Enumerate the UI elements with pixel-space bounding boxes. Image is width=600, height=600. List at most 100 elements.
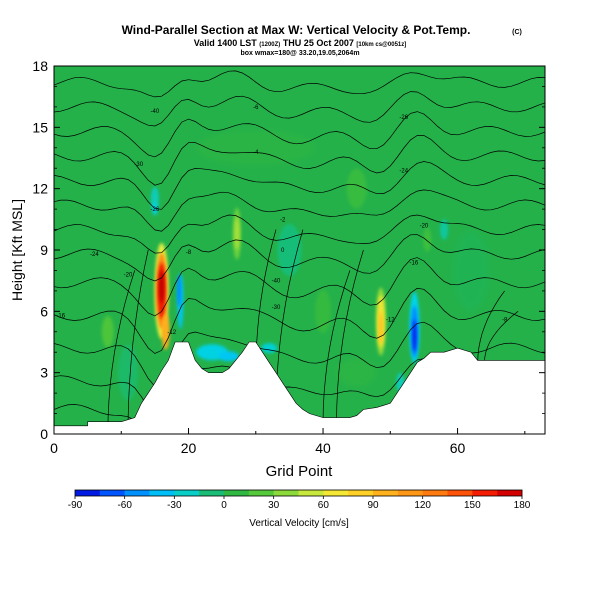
y-tick-label: 9 — [40, 242, 48, 258]
contour-label: -4 — [253, 150, 259, 156]
velocity-cell — [261, 343, 278, 354]
x-tick-label: 0 — [50, 440, 58, 456]
velocity-cell — [412, 319, 417, 352]
colorbar-tick-label: 60 — [318, 500, 330, 511]
contour-label: -6 — [253, 105, 259, 111]
colorbar-swatch — [273, 490, 299, 496]
velocity-cell — [378, 311, 383, 344]
plot-area: -40-30-26-24-20-16-12-8-6-4-20-40-30-26-… — [54, 66, 545, 434]
colorbar-swatch — [224, 490, 250, 496]
theta-contour — [54, 111, 545, 158]
colorbar-swatch — [99, 490, 125, 496]
theta-contour — [54, 135, 545, 186]
velocity-cell — [346, 168, 367, 209]
colorbar-tick-label: -90 — [68, 500, 83, 511]
colorbar-swatch — [298, 490, 324, 496]
theta-contour — [484, 311, 519, 363]
velocity-cell — [277, 224, 302, 276]
contour-label: -24 — [90, 252, 99, 258]
theta-contour — [54, 214, 545, 254]
colorbar-swatch — [149, 490, 175, 496]
y-tick-label: 18 — [32, 58, 48, 74]
colorbar-frame — [74, 489, 523, 497]
contour-label: -20 — [124, 273, 133, 279]
colorbar-swatch — [124, 490, 150, 496]
contour-label: -16 — [56, 313, 65, 319]
contour-label: -30 — [134, 162, 143, 168]
velocity-field — [101, 129, 490, 401]
contour-label: -26 — [399, 115, 408, 121]
colorbar-swatch — [397, 490, 423, 496]
colorbar-tick-label: -60 — [117, 500, 132, 511]
contour-label: -8 — [502, 318, 508, 324]
y-axis-label: Height [Kft MSL] — [9, 199, 25, 301]
contour-label: -26 — [151, 207, 160, 213]
colorbar-swatch — [199, 490, 225, 496]
colorbar-swatch — [422, 490, 448, 496]
velocity-cell — [218, 351, 239, 362]
contour-label: -40 — [272, 279, 281, 285]
x-tick-label: 60 — [450, 440, 466, 456]
chart-subtitle-2: box wmax=180@ 33.20,19.05,2064m — [240, 50, 359, 57]
velocity-cell — [159, 270, 165, 303]
colorbar-swatch — [373, 490, 399, 496]
field-band — [453, 230, 490, 311]
contour-label: 0 — [281, 248, 285, 254]
colorbar-label: Vertical Velocity [cm/s] — [249, 518, 349, 529]
theta-contour — [54, 91, 545, 127]
theta-contour — [54, 189, 545, 232]
contour-label: -2 — [280, 217, 286, 223]
y-tick-label: 12 — [32, 181, 48, 197]
colorbar-swatch — [174, 490, 200, 496]
theta-contour — [54, 287, 545, 354]
contour-label: -8 — [186, 250, 192, 256]
y-tick-label: 0 — [40, 426, 48, 442]
colorbar-tick-label: 30 — [268, 500, 280, 511]
colorbar-swatch — [472, 490, 498, 496]
colorbar-swatch — [497, 490, 523, 496]
x-tick-label: 20 — [181, 440, 197, 456]
chart-subtitle: Valid 1400 LST (1200Z) THU 25 Oct 2007 [… — [194, 38, 407, 48]
theta-contour — [54, 234, 545, 282]
axes: 0 20 40 60 0 3 6 9 12 15 18 — [32, 58, 545, 456]
theta-contour — [54, 70, 545, 98]
x-tick-label: 40 — [315, 440, 331, 456]
theta-contour — [54, 257, 545, 317]
contour-label: -12 — [167, 330, 176, 336]
y-tick-label: 6 — [40, 303, 48, 319]
velocity-cell — [152, 203, 158, 216]
contour-label: -12 — [386, 318, 395, 324]
colorbar-swatch — [323, 490, 349, 496]
velocity-cell — [117, 344, 138, 401]
colorbar-swatch — [348, 490, 374, 496]
terrain — [54, 341, 545, 434]
theta-contours: -40-30-26-24-20-16-12-8-6-4-20-40-30-26-… — [54, 70, 545, 434]
field-band — [336, 358, 377, 387]
field-band — [195, 129, 316, 166]
y-tick-label: 15 — [32, 119, 48, 135]
x-axis-label: Grid Point — [266, 463, 334, 480]
contour-label: -24 — [399, 168, 408, 174]
colorbar-swatch — [248, 490, 274, 496]
colorbar-tick-label: 0 — [221, 500, 227, 511]
theta-contour — [127, 249, 149, 434]
y-tick-label: 3 — [40, 365, 48, 381]
contour-label: -40 — [151, 109, 160, 115]
chart-title-note: (C) — [512, 29, 522, 36]
velocity-cell — [101, 315, 114, 348]
velocity-cell — [234, 217, 240, 250]
velocity-cell — [177, 274, 182, 307]
velocity-cell — [423, 227, 432, 252]
chart-title: Wind-Parallel Section at Max W: Vertical… — [122, 23, 471, 37]
contour-label: -20 — [420, 223, 429, 229]
velocity-cell — [161, 313, 170, 350]
colorbar-tick-label: 120 — [414, 500, 431, 511]
contour-label: -30 — [272, 305, 281, 311]
colorbar-tick-label: 90 — [367, 500, 379, 511]
colorbar-swatch — [75, 490, 101, 496]
colorbar: -90 -60 -30 0 30 60 90 120 150 180 — [68, 489, 531, 511]
theta-contour — [107, 270, 136, 434]
velocity-cell — [440, 219, 449, 240]
contour-label: -16 — [410, 260, 419, 266]
